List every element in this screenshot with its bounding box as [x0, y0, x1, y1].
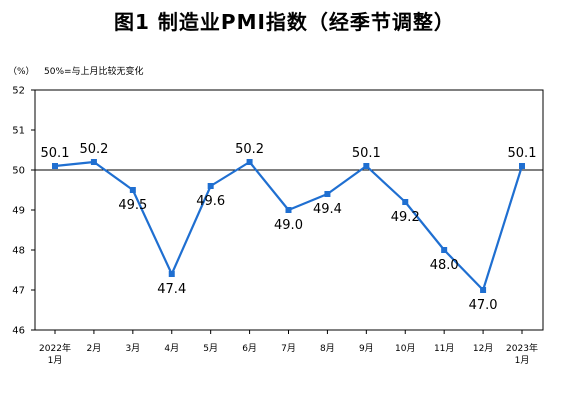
x-tick-label: 2月 [87, 343, 102, 354]
data-point [168, 271, 175, 277]
y-tick-label: 46 [12, 326, 25, 337]
y-tick-label: 47 [12, 286, 25, 297]
data-label: 49.5 [118, 198, 147, 213]
chart-title: 图1 制造业PMI指数（经季节调整） [114, 10, 455, 34]
data-point [90, 159, 97, 165]
data-point [207, 183, 214, 189]
y-tick-label: 51 [12, 126, 25, 137]
x-tick-label: 8月 [320, 343, 335, 354]
data-point [363, 163, 370, 169]
x-tick-label: 2022年 [39, 342, 71, 354]
data-point [480, 287, 487, 293]
data-point [285, 207, 292, 213]
data-label: 49.0 [274, 218, 303, 233]
data-label: 49.4 [313, 202, 342, 217]
x-tick-label: 6月 [242, 343, 257, 354]
x-tick-label: 7月 [281, 343, 296, 354]
data-label: 47.0 [469, 298, 498, 313]
data-label: 50.1 [352, 146, 381, 161]
y-tick-label: 50 [12, 166, 25, 177]
data-point [324, 191, 331, 197]
data-label: 50.1 [41, 146, 70, 161]
data-point [519, 163, 525, 169]
data-point [129, 187, 136, 193]
data-label: 50.2 [79, 142, 108, 157]
x-tick-label: 1月 [515, 355, 530, 366]
y-tick-label: 48 [12, 246, 25, 257]
x-tick-label: 4月 [164, 343, 179, 354]
data-label: 49.2 [391, 210, 420, 225]
y-axis-unit: （%） [8, 67, 35, 77]
y-tick-label: 49 [12, 206, 25, 217]
x-tick-label: 9月 [359, 343, 374, 354]
data-point [246, 159, 253, 165]
data-label: 50.2 [235, 142, 264, 157]
y-tick-label: 52 [12, 86, 25, 97]
x-tick-label: 1月 [48, 355, 63, 366]
x-tick-label: 10月 [395, 343, 415, 354]
x-tick-label: 2023年 [506, 342, 538, 354]
x-tick-label: 12月 [473, 343, 493, 354]
x-tick-label: 3月 [125, 343, 140, 354]
data-label: 47.4 [157, 282, 186, 297]
x-tick-label: 11月 [434, 343, 454, 354]
reference-note: 50%=与上月比较无变化 [44, 67, 144, 77]
data-point [402, 199, 409, 205]
data-label: 48.0 [430, 258, 459, 273]
data-point [441, 247, 448, 253]
data-label: 49.6 [196, 194, 225, 209]
data-point [52, 163, 58, 169]
x-tick-label: 5月 [203, 343, 218, 354]
data-label: 50.1 [508, 146, 537, 161]
